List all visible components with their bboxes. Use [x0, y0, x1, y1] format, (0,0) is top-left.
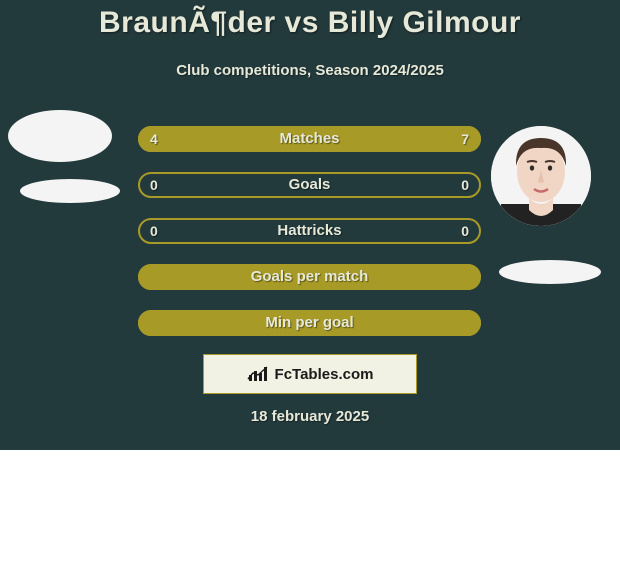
stat-label: Matches — [138, 126, 481, 152]
brand-text: FcTables.com — [275, 366, 374, 383]
stat-value-left: 0 — [150, 218, 158, 244]
player-right-avatar — [491, 126, 591, 226]
stat-label: Min per goal — [138, 310, 481, 336]
page-title: BraunÃ¶der vs Billy Gilmour — [0, 6, 620, 40]
bar-chart-icon — [247, 365, 269, 383]
stat-label: Goals per match — [138, 264, 481, 290]
player-right-face-icon — [491, 126, 591, 226]
stat-row: Goals0 0 — [138, 172, 481, 198]
stat-value-right: 0 — [461, 218, 469, 244]
stat-row: Goals per match — [138, 264, 481, 290]
stat-value-right: 0 — [461, 172, 469, 198]
stat-row: Matches4 7 — [138, 126, 481, 152]
stat-label: Goals — [138, 172, 481, 198]
player-left-name-pill — [20, 179, 120, 203]
generated-date: 18 february 2025 — [0, 408, 620, 425]
brand-badge: FcTables.com — [203, 354, 417, 394]
stat-row: Min per goal — [138, 310, 481, 336]
player-right-name-pill — [499, 260, 601, 284]
page-subtitle: Club competitions, Season 2024/2025 — [0, 62, 620, 79]
player-left-avatar — [8, 110, 112, 162]
stat-value-right: 7 — [461, 126, 469, 152]
stat-label: Hattricks — [138, 218, 481, 244]
stat-row: Hattricks0 0 — [138, 218, 481, 244]
canvas: BraunÃ¶der vs Billy Gilmour Club competi… — [0, 0, 620, 580]
stat-value-left: 0 — [150, 172, 158, 198]
stat-value-left: 4 — [150, 126, 158, 152]
